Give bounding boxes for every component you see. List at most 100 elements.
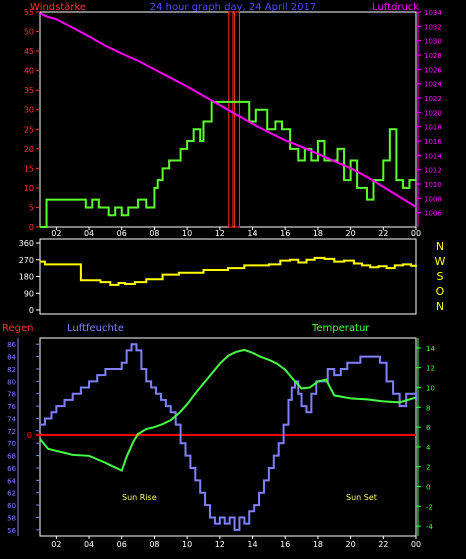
- temperature-tick-label: 14: [426, 345, 435, 353]
- pressure-tick-label: 1010: [424, 181, 442, 189]
- humidity-tick-label: 74: [7, 415, 16, 423]
- p1-hour-tick-label: 00: [411, 229, 421, 238]
- temperature-tick-label: -2: [426, 503, 433, 511]
- p3-hour-tick-label: 22: [378, 540, 388, 549]
- wind-speed-tick-label: 50: [24, 28, 34, 37]
- p3-hour-tick-label: 08: [149, 540, 159, 549]
- temperature-ticks: 14 12 10 8 6 4 2 0 -2 -4: [416, 338, 435, 536]
- p1-hour-ticks: 02 04 06 08 10 12 14 16 18 20 22 00: [51, 227, 421, 238]
- humidity-tick-label: 66: [7, 465, 16, 473]
- humidity-tick-label: 58: [7, 514, 16, 522]
- humidity-ticks: 86 84 82 80 78 76 74 72 70 68 66 64 62 60 58 56: [7, 338, 40, 536]
- temperature-tick-label: 2: [426, 464, 430, 472]
- temperature-tick-label: 0: [426, 484, 430, 492]
- humidity-title: Luftfeuchte: [67, 323, 124, 334]
- p1-hour-tick-label: 04: [84, 229, 94, 238]
- pressure-tick-label: 1016: [424, 138, 442, 146]
- sunrise-label: Sun Rise: [122, 493, 157, 502]
- pressure-ticks: 1034 1032 1030 1028 1026 1024 1022 1020 1018 1016…: [416, 9, 442, 227]
- temperature-tick-label: 6: [426, 424, 431, 432]
- wind-speed-tick-label: 40: [24, 67, 34, 76]
- p1-hour-tick-label: 06: [117, 229, 127, 238]
- temperature-tick-label: -4: [426, 523, 434, 531]
- wind-speed-tick-label: 15: [24, 164, 34, 173]
- temperature-tick-label: 4: [426, 444, 431, 452]
- compass-letter-n: N: [436, 240, 444, 253]
- humidity-tick-label: 64: [7, 477, 16, 485]
- humidity-line: [40, 343, 417, 531]
- direction-tick-label: 90: [24, 289, 34, 298]
- p1-hour-tick-label: 16: [280, 229, 290, 238]
- humidity-tick-label: 68: [7, 453, 16, 461]
- p3-hour-tick-label: 06: [117, 540, 127, 549]
- wind-speed-tick-label: 55: [24, 8, 34, 17]
- temperature-tick-label: 12: [426, 365, 435, 373]
- temperature-title: Temperatur: [311, 323, 370, 334]
- direction-tick-label: 180: [19, 273, 34, 282]
- wind-speed-tick-label: 45: [24, 47, 34, 56]
- compass-letter-w: W: [435, 255, 446, 268]
- humidity-tick-label: 78: [7, 391, 16, 399]
- direction-tick-label: 360: [19, 239, 34, 248]
- humidity-tick-label: 56: [7, 527, 16, 535]
- p3-hour-tick-label: 02: [51, 540, 61, 549]
- wind-speed-tick-label: 10: [24, 184, 34, 193]
- humidity-tick-label: 80: [7, 378, 16, 386]
- pressure-tick-label: 1022: [424, 95, 442, 103]
- pressure-tick-label: 1020: [424, 109, 442, 117]
- temperature-tick-label: 8: [426, 404, 430, 412]
- compass-letter-s: S: [437, 270, 444, 283]
- humidity-tick-label: 62: [7, 490, 16, 498]
- p1-hour-tick-label: 22: [378, 229, 388, 238]
- pressure-tick-label: 1012: [424, 167, 442, 175]
- p3-hour-tick-label: 16: [280, 540, 290, 549]
- wind-pressure-frame: [39, 11, 417, 228]
- p1-hour-tick-label: 12: [215, 229, 225, 238]
- humidity-temperature-plot: [36, 343, 417, 531]
- humidity-tick-label: 72: [7, 428, 16, 436]
- pressure-tick-label: 1030: [424, 38, 442, 46]
- pressure-tick-label: 1018: [424, 124, 442, 132]
- wind-speed-tick-label: 35: [24, 86, 34, 95]
- humidity-tick-label: 82: [7, 366, 16, 374]
- wind-direction-frame: [39, 238, 417, 315]
- humidity-tick-label: 60: [7, 502, 16, 510]
- wind-speed-tick-label: 5: [29, 203, 34, 212]
- p3-hour-tick-label: 04: [84, 540, 94, 549]
- humidity-tick-label: 86: [7, 341, 16, 349]
- p3-hour-tick-label: 00: [411, 540, 421, 549]
- pressure-tick-label: 1024: [424, 81, 442, 89]
- p3-hour-tick-label: 14: [247, 540, 257, 549]
- p1-hour-tick-label: 18: [313, 229, 323, 238]
- pressure-tick-label: 1034: [424, 9, 442, 17]
- gust-bar: [228, 11, 234, 228]
- sunset-label: Sun Set: [346, 493, 377, 502]
- p1-hour-tick-label: 14: [247, 229, 257, 238]
- wind-speed-axis-title: Windstärke: [30, 2, 86, 13]
- wind-speed-tick-label: 30: [24, 106, 34, 115]
- compass-letter-o: O: [436, 285, 445, 298]
- humidity-tick-label: 76: [7, 403, 16, 411]
- wind-speed-line: [40, 100, 416, 228]
- wind-direction-line: [40, 256, 417, 286]
- humidity-tick-label: 70: [7, 440, 16, 448]
- p1-hour-tick-label: 02: [51, 229, 61, 238]
- p1-hour-tick-label: 10: [182, 229, 192, 238]
- humidity-tick-label: 84: [7, 354, 16, 362]
- p3-hour-tick-label: 20: [346, 540, 356, 549]
- wind-speed-tick-label: 25: [24, 125, 34, 134]
- pressure-line: [39, 12, 417, 208]
- compass-letter-n: N: [436, 300, 444, 313]
- direction-tick-label: 0: [29, 306, 34, 315]
- direction-degree-ticks: 360 270 180 90 0: [19, 239, 40, 315]
- p3-hour-ticks: 02 04 06 08 10 12 14 16 18 20 22 00: [51, 536, 421, 549]
- pressure-tick-label: 1008: [424, 195, 442, 203]
- pressure-tick-label: 1026: [424, 66, 442, 74]
- pressure-tick-label: 1032: [424, 23, 442, 31]
